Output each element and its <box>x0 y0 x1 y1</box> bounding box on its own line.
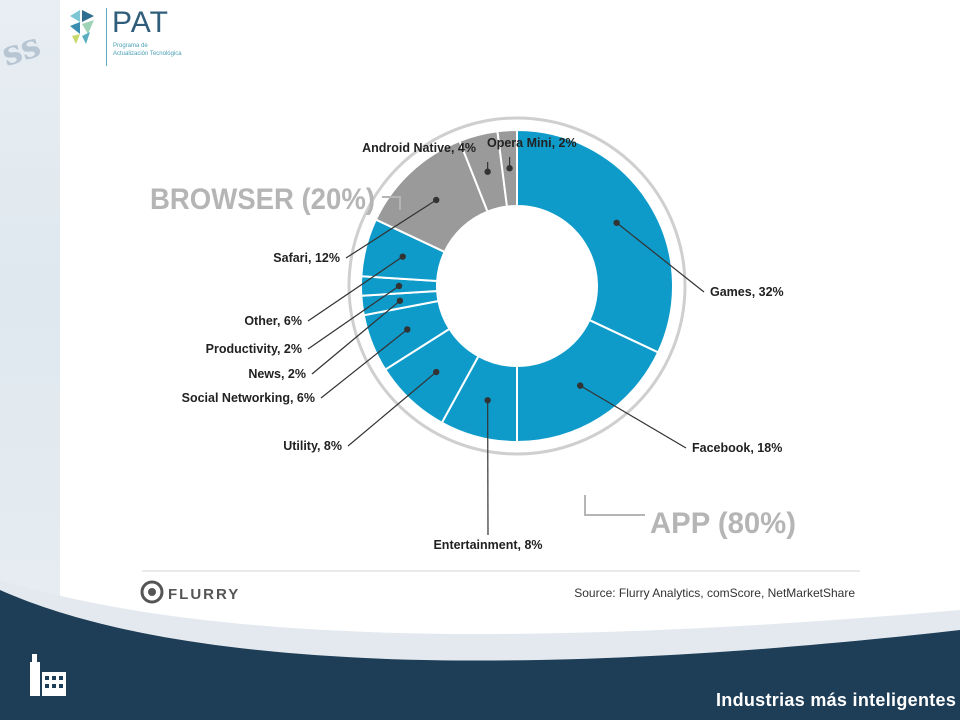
slice-marker-entertainment <box>484 397 491 404</box>
slice-labels: Games, 32% Facebook, 18% Entertainment, 8%… <box>182 136 784 552</box>
leader-safari <box>345 199 437 259</box>
pat-logo: PAT Programa de Actualización Tecnológic… <box>68 6 198 68</box>
slice-label-android-native: Android Native, 4% <box>362 141 476 155</box>
slice-label-news: News, 2% <box>248 367 306 381</box>
leader-games <box>616 222 705 293</box>
logo-divider <box>106 8 107 66</box>
logo-subtitle-line-1: Programa de <box>113 43 148 49</box>
pat-logo-icon <box>70 10 94 44</box>
leader-productivity <box>307 285 400 350</box>
footer-tagline: Industrias más inteligentes <box>716 690 957 710</box>
slice-marker-opera-mini <box>506 165 513 172</box>
leader-utility <box>347 371 437 447</box>
leader-lines <box>307 157 705 536</box>
slice-label-games: Games, 32% <box>710 285 784 299</box>
slice-label-safari: Safari, 12% <box>273 251 340 265</box>
slice-label-utility: Utility, 8% <box>283 439 342 453</box>
group-label-browser: BROWSER (20%) <box>150 183 375 216</box>
slice-label-other: Other, 6% <box>244 314 302 328</box>
leader-other <box>307 256 404 322</box>
slice-label-entertainment: Entertainment, 8% <box>433 538 542 552</box>
outer-ring <box>347 116 687 456</box>
slice-label-facebook: Facebook, 18% <box>692 441 782 455</box>
flurry-logo: FLURRY <box>140 580 240 604</box>
browser-bracket <box>382 196 401 210</box>
footer-banner <box>0 580 960 720</box>
slice-label-productivity: Productivity, 2% <box>206 342 302 356</box>
leader-facebook <box>579 385 687 449</box>
group-label-app: APP (80%) <box>650 507 796 540</box>
background-sketch: ss <box>0 25 46 75</box>
leader-news <box>311 300 401 375</box>
slice-label-social-networking: Social Networking, 6% <box>182 391 315 405</box>
donut-chart: Games, 32% Facebook, 18% Entertainment, 8%… <box>140 116 860 604</box>
slice-marker-android-native <box>484 168 491 175</box>
slice-marker-facebook <box>577 382 584 389</box>
flurry-brand-text: FLURRY <box>168 586 240 603</box>
building-icon <box>30 654 66 696</box>
flurry-logo-icon <box>140 580 164 604</box>
slice-games <box>516 128 674 354</box>
logo-subtitle: Programa de Actualización Tecnológica <box>113 42 203 58</box>
leader-social-networking <box>320 328 408 399</box>
group-ring <box>347 116 687 456</box>
logo-title: PAT <box>112 6 169 39</box>
slice-label-opera-mini: Opera Mini, 2% <box>487 136 577 150</box>
chart-source: Source: Flurry Analytics, comScore, NetM… <box>574 586 855 600</box>
chart-area: Games, 32% Facebook, 18% Entertainment, 8%… <box>60 100 960 620</box>
app-bracket <box>584 495 645 516</box>
logo-subtitle-line-2: Actualización Tecnológica <box>113 51 182 57</box>
